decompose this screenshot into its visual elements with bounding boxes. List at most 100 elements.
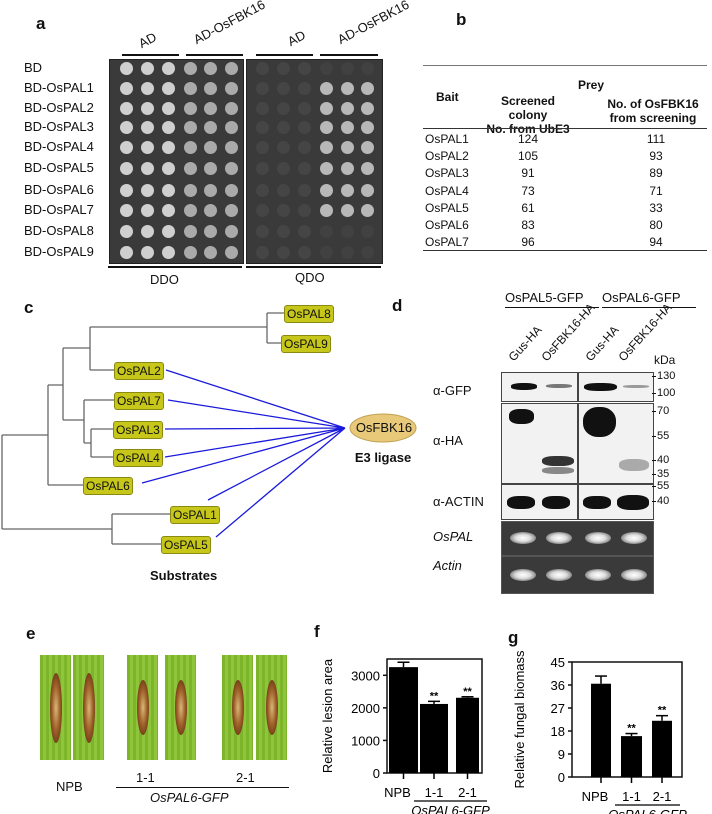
lesion bbox=[137, 680, 149, 735]
cell-bait: OsPAL7 bbox=[425, 235, 469, 250]
group-ospal6-gfp: OsPAL6-GFP bbox=[602, 290, 681, 305]
yeast-colony bbox=[298, 121, 311, 134]
y-tick-label: 45 bbox=[551, 655, 565, 670]
yeast-colony bbox=[120, 225, 133, 238]
group-line bbox=[320, 54, 378, 56]
yeast-colony bbox=[225, 184, 238, 197]
cell-bait: OsPAL1 bbox=[425, 132, 469, 146]
yeast-colony bbox=[184, 102, 197, 115]
node-ospal2: OsPAL2 bbox=[114, 362, 164, 380]
leaf-image bbox=[222, 655, 253, 760]
panel-label-g: g bbox=[508, 628, 519, 647]
row-label: BD-OsPAL8 bbox=[24, 223, 94, 238]
yeast-colony bbox=[141, 82, 154, 95]
blot-actin-2 bbox=[578, 484, 654, 520]
cell-screened: 61 bbox=[521, 200, 535, 215]
yeast-colony bbox=[320, 141, 333, 154]
cell-bait: OsPAL2 bbox=[425, 149, 469, 164]
bar-1-1 bbox=[621, 736, 642, 777]
chart-fungal-biomass: 0 9 18 27 36 45 Relative fungal biomass NPB ** 1-… bbox=[512, 650, 687, 814]
bar-1-1 bbox=[420, 703, 448, 773]
row-label: BD-OsPAL1 bbox=[24, 80, 94, 95]
col3-header: No. of OsFBK16 from screening bbox=[607, 97, 699, 125]
cell-osfbk16: 80 bbox=[649, 218, 663, 232]
col2-header: Screened colony No. from UbE3 bbox=[486, 94, 570, 136]
yeast-colony bbox=[256, 121, 269, 134]
y-tick-label: 0 bbox=[373, 766, 380, 781]
group-line bbox=[186, 54, 243, 56]
table-row: OsPAL6 83 80 bbox=[423, 217, 707, 234]
yeast-colony bbox=[120, 62, 133, 75]
e3-node-label: OsFBK16 bbox=[355, 420, 413, 435]
leaf-image bbox=[127, 655, 158, 760]
yeast-colony bbox=[225, 246, 238, 259]
yeast-colony bbox=[162, 225, 175, 238]
substrates-label: Substrates bbox=[150, 568, 218, 583]
cell-bait: OsPAL6 bbox=[425, 218, 469, 232]
yeast-colony bbox=[204, 121, 217, 134]
marker-tick bbox=[652, 486, 656, 487]
table-bottom-rule bbox=[423, 250, 707, 251]
cell-osfbk16: 111 bbox=[646, 132, 666, 146]
yeast-colony bbox=[361, 82, 374, 95]
yeast-colony bbox=[120, 141, 133, 154]
yeast-colony bbox=[120, 162, 133, 175]
yeast-colony bbox=[225, 204, 238, 217]
panel-label-f: f bbox=[314, 622, 320, 641]
table-row: OsPAL4 73 71 bbox=[423, 183, 707, 200]
yeast-colony bbox=[277, 141, 290, 154]
yeast-colony bbox=[277, 102, 290, 115]
y-axis-label: Relative fungal biomass bbox=[512, 650, 527, 789]
yeast-colony bbox=[361, 246, 374, 259]
yeast-colony bbox=[341, 102, 354, 115]
e3-ligase-label: E3 ligase bbox=[354, 450, 412, 465]
cell-osfbk16: 33 bbox=[649, 200, 663, 215]
table-row: OsPAL7 96 94 bbox=[423, 234, 707, 251]
yeast-colony bbox=[120, 121, 133, 134]
yeast-colony bbox=[204, 184, 217, 197]
marker-tick bbox=[652, 436, 656, 437]
y-tick-label: 36 bbox=[551, 678, 565, 693]
yeast-colony bbox=[320, 82, 333, 95]
x-tick-label: NPB bbox=[582, 789, 609, 804]
blot-gfp-1 bbox=[501, 372, 578, 402]
node-ospal3: OsPAL3 bbox=[113, 421, 163, 439]
yeast-colony bbox=[204, 204, 217, 217]
panel-label-d: d bbox=[392, 296, 403, 315]
yeast-colony bbox=[341, 141, 354, 154]
yeast-colony bbox=[256, 225, 269, 238]
yeast-colony bbox=[225, 102, 238, 115]
x-tick-label: 2-1 bbox=[653, 789, 672, 804]
y-tick-label: 3000 bbox=[351, 668, 380, 683]
yeast-colony bbox=[204, 225, 217, 238]
y-axis-label: Relative lesion area bbox=[320, 658, 335, 773]
phylogenetic-tree bbox=[1, 312, 417, 545]
kda-marker: 35 bbox=[657, 468, 670, 480]
marker-tick bbox=[652, 501, 656, 502]
kda-marker: 70 bbox=[657, 405, 670, 417]
kda-marker: 100 bbox=[657, 387, 676, 399]
lesion bbox=[83, 672, 95, 743]
cell-screened: 83 bbox=[521, 218, 535, 232]
table-row: OsPAL5 61 33 bbox=[423, 200, 707, 217]
row-label: BD-OsPAL7 bbox=[24, 202, 94, 217]
yeast-colony bbox=[204, 102, 217, 115]
yeast-colony bbox=[361, 62, 374, 75]
group-line bbox=[116, 787, 289, 788]
prey-header: Prey bbox=[578, 78, 605, 92]
table-row: OsPAL3 91 89 bbox=[423, 165, 707, 182]
yeast-colony bbox=[256, 82, 269, 95]
yeast-colony bbox=[320, 121, 333, 134]
yeast-colony bbox=[256, 162, 269, 175]
group-line bbox=[505, 307, 599, 308]
kda-marker: 55 bbox=[657, 480, 670, 492]
significance-mark: ** bbox=[627, 723, 636, 735]
group-line bbox=[602, 307, 696, 308]
yeast-colony bbox=[341, 62, 354, 75]
media-qdo: QDO bbox=[295, 270, 325, 285]
lesion bbox=[50, 672, 62, 743]
marker-tick bbox=[652, 460, 656, 461]
yeast-colony bbox=[184, 162, 197, 175]
marker-tick bbox=[652, 393, 656, 394]
